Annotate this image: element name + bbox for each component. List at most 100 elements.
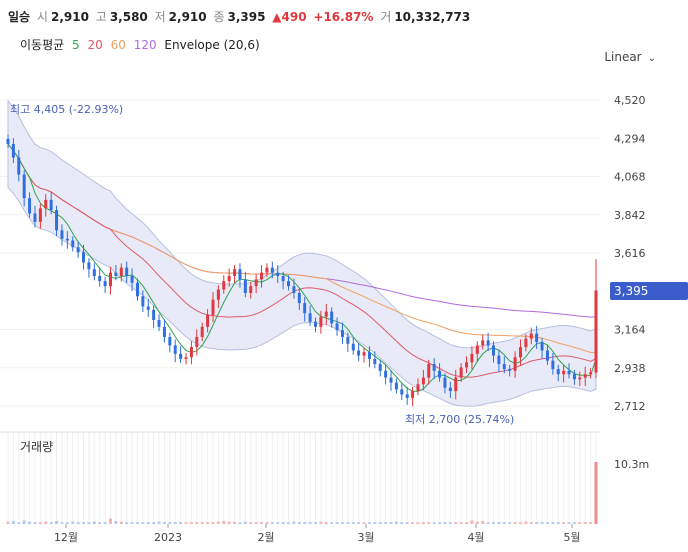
candle [389, 369, 393, 391]
ma60-label[interactable]: 60 [110, 38, 126, 52]
candle [152, 305, 156, 329]
volume-bar [443, 522, 447, 524]
volume-bar [103, 522, 107, 524]
volume-bar [141, 522, 145, 524]
candle [211, 292, 215, 322]
volume-bar [502, 522, 506, 524]
volume-bar [432, 522, 436, 524]
candle [200, 322, 204, 342]
volume-bar [17, 522, 21, 524]
x-tick-label: 5월 [563, 531, 580, 544]
volume-bar [233, 521, 237, 524]
candle [524, 334, 528, 352]
envelope-label[interactable]: Envelope (20,6) [164, 38, 260, 52]
y-tick-label: 2,938 [614, 362, 646, 375]
volume-bar [270, 522, 274, 524]
candle [44, 193, 48, 217]
candle [335, 317, 339, 336]
candle [38, 204, 42, 229]
volume-bar [411, 522, 415, 524]
x-tick-label: 2월 [257, 531, 274, 544]
candle [475, 341, 479, 363]
indicator-legend[interactable]: 이동평균 5 20 60 120 Envelope (20,6) [20, 36, 264, 53]
volume-bar [335, 522, 339, 524]
volume-bar [572, 522, 576, 524]
volume-bar [130, 522, 134, 524]
volume-bar [378, 522, 382, 524]
volume-bar [567, 522, 571, 524]
volume-bar [529, 522, 533, 524]
close-value: 3,395 [227, 10, 266, 24]
candle [454, 369, 458, 400]
candle [578, 371, 582, 387]
volume-bar [49, 522, 53, 524]
volume-bar [346, 522, 350, 524]
price-tag-value: 3,395 [614, 284, 648, 298]
low-label: 저 [154, 10, 166, 24]
candle [11, 138, 15, 164]
candle [22, 170, 26, 207]
ma120-label[interactable]: 120 [133, 38, 157, 52]
y-tick-label: 3,164 [614, 324, 646, 337]
volume-bar [438, 522, 442, 524]
candle [103, 276, 107, 294]
volume-title: 거래량 [20, 440, 53, 454]
candle [583, 366, 587, 386]
ma5-label[interactable]: 5 [72, 38, 80, 52]
volume-bar [416, 522, 420, 524]
header-bar: 일승 시 2,910 고 3,580 저 2,910 종 3,395 ▲490 +16.… [8, 8, 473, 25]
high-label: 고 [95, 10, 107, 24]
volume-bar [389, 522, 393, 524]
candle [319, 310, 323, 334]
volume-bar [22, 520, 26, 524]
volume-bar [362, 522, 366, 524]
max-marker: 최고 4,405 (-22.93%) [10, 103, 123, 116]
volume-bar [448, 522, 452, 524]
candle [394, 378, 398, 394]
candle [448, 381, 452, 399]
candle [270, 261, 274, 279]
candle [411, 386, 415, 407]
candle [357, 342, 361, 362]
volume-bar [405, 522, 409, 524]
candle [545, 344, 549, 365]
volume-bar [454, 522, 458, 524]
candle [405, 386, 409, 405]
volume-bar [524, 521, 528, 524]
candle [497, 349, 501, 373]
volume-bar [168, 522, 172, 524]
volume-bar [71, 521, 75, 524]
volume-bar [195, 522, 199, 524]
candles [6, 134, 598, 407]
scale-mode-dropdown[interactable]: Linear ⌄ [604, 50, 656, 64]
candle [459, 363, 463, 382]
candle [513, 351, 517, 378]
volume-bar [535, 522, 539, 524]
volume-bar [173, 522, 177, 524]
candle [518, 339, 522, 366]
volume-bar [119, 521, 123, 524]
candle [572, 369, 576, 385]
candle [281, 271, 285, 290]
candle [146, 298, 150, 317]
candle [76, 241, 80, 258]
x-tick-label: 4월 [467, 531, 484, 544]
candle [535, 325, 539, 349]
candle [340, 322, 344, 344]
volume-bar [179, 522, 183, 524]
volume-bar [82, 522, 86, 524]
ma20-label[interactable]: 20 [87, 38, 103, 52]
candle [249, 281, 253, 299]
volume-bar [162, 522, 166, 524]
volume-bar [287, 522, 291, 524]
candle [222, 275, 226, 294]
volume-max-label: 10.3m [614, 458, 649, 471]
candle [125, 261, 129, 283]
candle [400, 383, 404, 401]
volume-bar [492, 522, 496, 524]
volume-bar [55, 520, 59, 524]
candle [6, 134, 10, 149]
volume-bar [394, 521, 398, 524]
candle [540, 337, 544, 359]
